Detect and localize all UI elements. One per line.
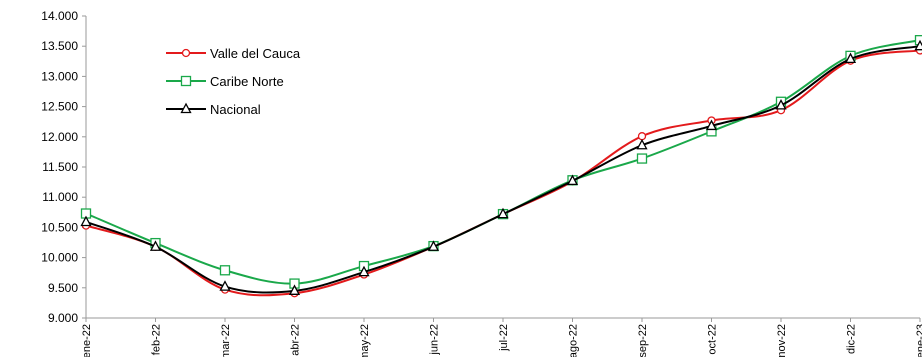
y-tick-label: 13.500 <box>41 39 78 53</box>
axes <box>85 16 920 319</box>
legend-marker <box>181 48 191 58</box>
x-tick-label: ene-22 <box>81 324 93 357</box>
data-point <box>705 119 718 131</box>
legend-label: Caribe Norte <box>210 74 284 89</box>
x-tick-label: ene-23 <box>915 324 922 357</box>
legend-label: Valle del Cauca <box>210 46 301 61</box>
y-axis-ticks: 9.000 9.500 10.000 10.500 11.000 11.500 12.000… <box>41 9 86 325</box>
legend-item-caribe-norte: Caribe Norte <box>166 74 284 89</box>
data-point <box>427 240 440 251</box>
y-tick-label: 9.000 <box>48 311 78 325</box>
x-tick-label: feb-22 <box>151 324 163 355</box>
series-nacional <box>80 39 922 295</box>
data-point <box>288 284 301 295</box>
x-tick-label: jun-22 <box>429 324 441 356</box>
y-tick-label: 11.500 <box>42 160 78 174</box>
data-point <box>775 99 787 110</box>
legend-marker <box>180 102 192 114</box>
y-tick-label: 9.500 <box>48 281 78 295</box>
data-point <box>636 153 648 164</box>
y-tick-label: 13.000 <box>41 69 78 83</box>
y-tick-label: 12.500 <box>41 100 78 114</box>
legend: Valle del Cauca Caribe Norte Nacional <box>166 46 301 117</box>
x-tick-label: nov-22 <box>776 324 788 357</box>
x-axis-ticks: ene-22 feb-22 mar-22 abr-22 may-22 jun-22 jul-… <box>81 318 922 357</box>
legend-item-nacional: Nacional <box>166 102 261 117</box>
data-point <box>637 132 647 141</box>
data-point <box>844 52 857 64</box>
data-point <box>80 215 92 227</box>
x-tick-label: oct-22 <box>707 324 719 355</box>
series-caribe-norte <box>80 35 922 289</box>
data-point <box>219 280 231 291</box>
data-point <box>358 265 370 277</box>
data-point <box>566 174 579 186</box>
y-tick-label: 11.000 <box>42 190 78 204</box>
series-group <box>80 35 922 298</box>
y-tick-label: 10.000 <box>41 251 78 265</box>
x-tick-label: jul-22 <box>498 324 510 352</box>
legend-item-valle-del-cauca: Valle del Cauca <box>166 46 301 61</box>
series-valle-del-cauca <box>81 46 922 298</box>
data-point <box>219 265 231 276</box>
x-tick-label: abr-22 <box>290 324 302 356</box>
y-tick-label: 10.500 <box>41 220 78 234</box>
x-tick-label: ago-22 <box>568 324 580 357</box>
x-tick-label: sep-22 <box>637 324 649 357</box>
y-tick-label: 12.000 <box>41 130 78 144</box>
data-point <box>914 39 922 51</box>
x-tick-label: may-22 <box>359 324 371 357</box>
legend-label: Nacional <box>210 102 261 117</box>
x-tick-label: dic-22 <box>846 324 858 354</box>
data-point <box>149 240 162 251</box>
data-point <box>636 138 648 150</box>
data-point <box>497 207 509 219</box>
y-tick-label: 14.000 <box>41 9 78 23</box>
legend-marker <box>180 75 192 87</box>
x-tick-label: mar-22 <box>220 324 232 357</box>
